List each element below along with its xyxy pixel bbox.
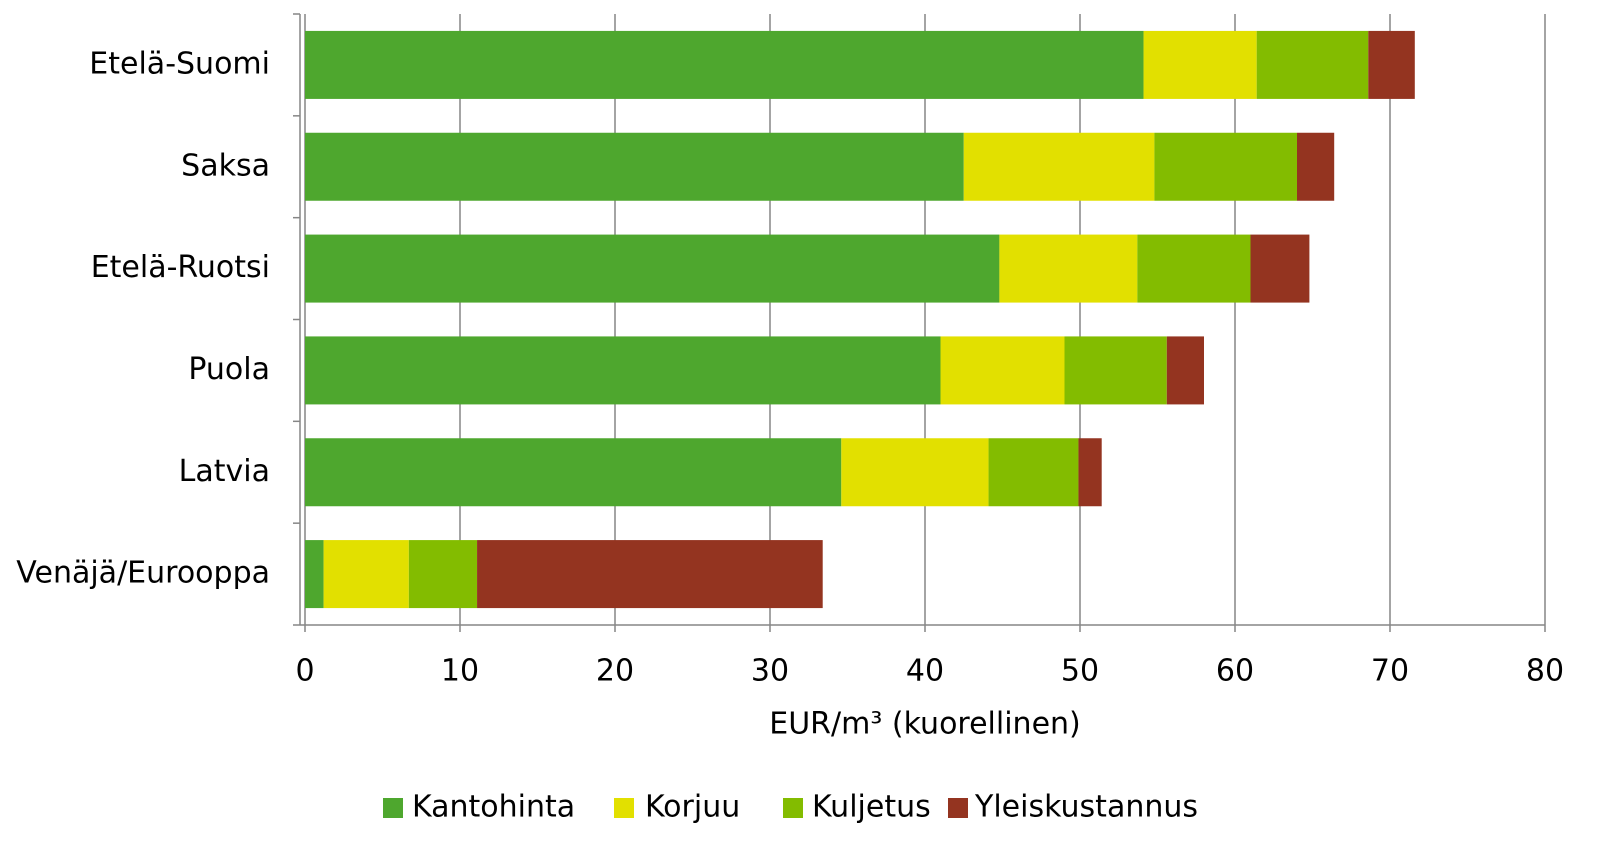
y-tick-label: Puola — [188, 352, 270, 387]
legend-label: Yleiskustannus — [974, 790, 1198, 825]
bar-segment — [408, 540, 478, 609]
bar-segment — [963, 132, 1155, 201]
x-tick-label: 0 — [295, 654, 314, 689]
bar-segment — [477, 540, 823, 609]
bar-segment — [305, 234, 1000, 303]
x-tick-label: 80 — [1526, 654, 1564, 689]
legend-swatch — [948, 798, 968, 818]
bar-segment — [305, 540, 324, 609]
bar-segment — [1064, 336, 1167, 405]
y-tick-label: Saksa — [181, 148, 270, 183]
legend-swatch — [783, 798, 803, 818]
bar-segment — [305, 336, 941, 405]
bar-segment — [999, 234, 1138, 303]
bar-segment — [323, 540, 409, 609]
x-tick-label: 50 — [1061, 654, 1099, 689]
bar-segment — [1297, 132, 1335, 201]
bar-segment — [1078, 438, 1102, 507]
x-tick-label: 40 — [906, 654, 944, 689]
bar-segment — [1154, 132, 1297, 201]
x-tick-label: 20 — [596, 654, 634, 689]
bar-segment — [305, 132, 964, 201]
y-tick-label: Latvia — [179, 454, 270, 489]
legend-swatch — [383, 798, 403, 818]
x-tick-label: 70 — [1371, 654, 1409, 689]
legend-label: Korjuu — [645, 790, 740, 825]
legend-label: Kuljetus — [812, 790, 931, 825]
x-tick-label: 60 — [1216, 654, 1254, 689]
legend-label: Kantohinta — [412, 790, 575, 825]
bar-segment — [1143, 30, 1257, 99]
y-tick-label: Etelä-Suomi — [89, 46, 270, 81]
x-tick-label: 10 — [441, 654, 479, 689]
bar-segment — [940, 336, 1065, 405]
bar-segment — [1368, 30, 1415, 99]
legend-swatch — [614, 798, 634, 818]
bar-segment — [1250, 234, 1310, 303]
bar-segment — [1166, 336, 1204, 405]
bar-segment — [305, 438, 842, 507]
x-tick-label: 30 — [751, 654, 789, 689]
x-axis-label: EUR/m³ (kuorellinen) — [769, 707, 1081, 742]
y-tick-label: Etelä-Ruotsi — [91, 250, 270, 285]
bar-segment — [1137, 234, 1251, 303]
bar-segment — [305, 30, 1144, 99]
y-tick-label: Venäjä/Eurooppa — [16, 556, 270, 591]
bar-segment — [988, 438, 1079, 507]
bar-segment — [841, 438, 989, 507]
bar-segment — [1256, 30, 1369, 99]
